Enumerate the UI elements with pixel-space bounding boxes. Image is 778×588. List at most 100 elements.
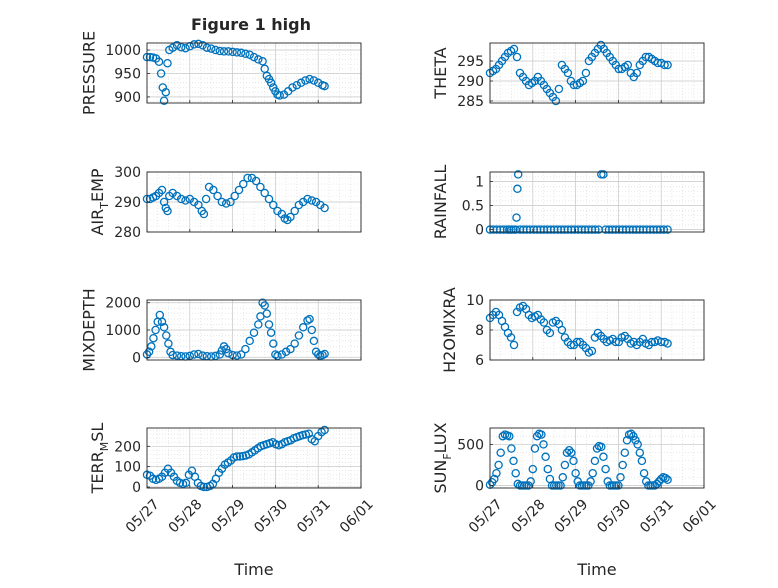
data-point — [659, 225, 669, 234]
data-point — [254, 55, 263, 64]
data-point — [505, 431, 514, 441]
data-point — [305, 314, 314, 324]
data-point — [663, 60, 672, 70]
data-point — [560, 460, 570, 470]
subplot-h2omixra: 6 8 10 H2OMIXRA — [440, 287, 705, 373]
axes-box — [489, 427, 705, 489]
data-point — [211, 351, 220, 361]
data-point — [228, 47, 237, 57]
data-point — [266, 78, 276, 88]
x-tick-label: 05/28 — [166, 496, 206, 536]
subplot-rainfall: 0 0.5 1 RAINFALL — [431, 165, 705, 240]
data-point — [209, 185, 218, 195]
data-point — [545, 328, 555, 338]
data-point — [631, 436, 640, 445]
data-point — [578, 76, 588, 86]
data-point — [590, 456, 600, 466]
data-point — [592, 444, 602, 453]
data-point — [629, 431, 638, 441]
data-point — [245, 336, 254, 346]
data-point — [541, 452, 550, 462]
data-point — [663, 225, 672, 234]
data-point — [245, 50, 254, 59]
data-point — [571, 468, 580, 478]
data-point — [626, 429, 636, 439]
data-point — [656, 474, 666, 484]
y-tick-label: 280 — [114, 225, 141, 241]
data-point — [164, 339, 173, 348]
data-point — [168, 43, 177, 52]
x-tick-label: 05/30 — [594, 496, 634, 536]
figure-title: Figure 1 high — [191, 15, 311, 34]
data-point — [511, 468, 520, 478]
data-point — [241, 49, 250, 59]
y-tick-label: 0 — [132, 480, 141, 496]
data-point — [176, 194, 186, 204]
data-point — [567, 448, 576, 457]
data-point — [532, 431, 542, 441]
data-point — [224, 348, 233, 358]
data-point — [635, 448, 645, 457]
data-point — [189, 40, 199, 49]
data-point — [224, 47, 233, 56]
y-tick-label: 295 — [457, 54, 484, 70]
data-point — [161, 87, 171, 97]
data-point — [269, 200, 278, 210]
data-point — [239, 179, 248, 189]
data-point — [217, 197, 227, 207]
data-point — [303, 194, 312, 204]
data-point — [201, 194, 211, 204]
data-point — [221, 199, 231, 208]
y-axis-label: AIRTEMP — [88, 168, 111, 235]
x-tick-label: 05/27 — [466, 496, 506, 536]
y-tick-label: 1 — [475, 175, 484, 191]
y-tick-label: 290 — [457, 74, 484, 90]
data-point — [526, 477, 535, 486]
data-point — [618, 460, 627, 470]
data-point — [198, 41, 207, 50]
data-point — [528, 464, 538, 474]
data-point — [251, 176, 261, 186]
data-point — [181, 478, 191, 488]
data-point — [159, 96, 169, 105]
y-tick-label: 0.5 — [462, 199, 484, 215]
y-axis-label: PRESSURE — [80, 31, 99, 115]
data-point — [313, 78, 323, 88]
x-tick-label: 06/01 — [680, 496, 720, 536]
data-point — [637, 456, 647, 466]
data-point — [294, 331, 304, 340]
data-point — [232, 351, 242, 360]
data-point — [273, 351, 282, 361]
data-point — [151, 325, 160, 335]
data-point — [286, 212, 295, 222]
data-point — [611, 337, 621, 347]
data-point — [307, 196, 317, 205]
data-point — [301, 76, 310, 85]
y-tick-label: 285 — [457, 94, 484, 110]
data-point — [202, 43, 212, 52]
data-point — [507, 444, 516, 453]
x-tick-label: 05/30 — [251, 496, 291, 536]
data-point — [298, 323, 308, 332]
data-point — [260, 188, 269, 198]
y-tick-label: 10 — [466, 293, 484, 309]
data-point — [509, 456, 518, 466]
data-point — [320, 81, 329, 91]
data-point — [494, 460, 503, 470]
data-point — [309, 336, 319, 346]
data-point — [586, 477, 595, 486]
data-point — [232, 48, 242, 57]
y-tick-label: 1000 — [105, 43, 141, 59]
y-axis-label: RAINFALL — [431, 165, 450, 240]
data-point — [599, 170, 608, 179]
data-point — [232, 452, 242, 461]
data-point — [221, 344, 231, 354]
data-point — [512, 213, 521, 222]
data-point — [262, 309, 272, 318]
data-point — [530, 444, 540, 453]
data-point — [639, 468, 649, 478]
subplot-mixdepth: 0 1000 2000 MIXDEPTH — [80, 288, 362, 372]
data-point — [557, 325, 567, 335]
x-tick-label: 05/29 — [209, 496, 249, 536]
